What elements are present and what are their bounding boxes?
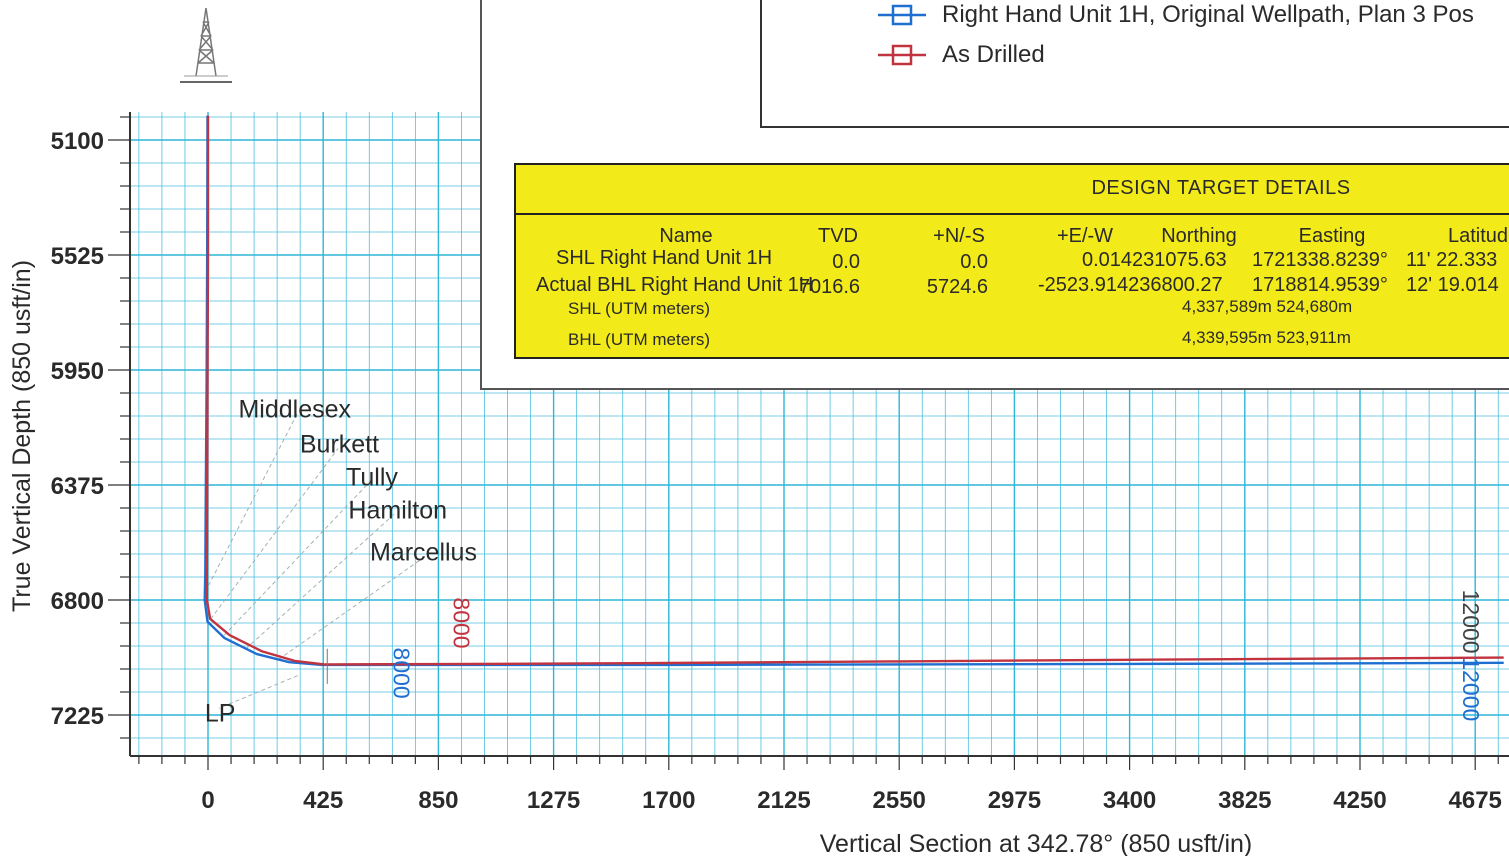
series-line-as-drilled bbox=[205, 115, 1504, 666]
x-tick-label: 2125 bbox=[757, 787, 810, 814]
x-tick-label: 1700 bbox=[642, 787, 695, 814]
col-easting: Easting bbox=[1298, 225, 1366, 247]
row-shl-latitude: 11' 22.333 bbox=[1406, 249, 1498, 271]
formation-guide-line bbox=[204, 413, 298, 593]
col-tvd: TVD bbox=[818, 225, 858, 247]
x-axis-label: Vertical Section at 342.78° (850 usft/in… bbox=[820, 830, 1252, 856]
formation-label: Hamilton bbox=[348, 496, 447, 524]
y-tick-label: 5525 bbox=[51, 243, 104, 270]
y-tick-label: 6800 bbox=[51, 588, 104, 615]
y-tick-label: 7225 bbox=[51, 703, 104, 730]
targets-header: DESIGN TARGET DETAILS bbox=[516, 165, 1509, 215]
x-tick-label: 2975 bbox=[988, 787, 1041, 814]
md-marker-label: 12000 bbox=[1458, 657, 1484, 721]
x-tick-label: 1275 bbox=[527, 787, 580, 814]
row-bhl-name: Actual BHL Right Hand Unit 1H bbox=[536, 274, 814, 296]
formation-label: Marcellus bbox=[370, 538, 477, 566]
formation-guide-line bbox=[223, 480, 371, 636]
utm-shl-label: SHL (UTM meters) bbox=[568, 299, 710, 318]
row-bhl-latitude: 12' 19.014 bbox=[1406, 274, 1499, 296]
row-bhl-ew-northing: -2523.914236800.27 bbox=[1038, 274, 1223, 296]
y-axis-label: True Vertical Depth (850 usft/in) bbox=[8, 260, 36, 612]
utm-bhl-label: BHL (UTM meters) bbox=[568, 330, 710, 349]
x-tick-label: 2550 bbox=[873, 787, 926, 814]
formation-label: LP bbox=[205, 699, 236, 727]
row-shl-easting: 1721338.8239° bbox=[1252, 249, 1388, 271]
x-tick-label: 4675 bbox=[1449, 787, 1502, 814]
md-marker-label: 12000 bbox=[1458, 590, 1484, 654]
formation-guide-line bbox=[245, 513, 396, 650]
row-bhl-tvd: 7016.6 bbox=[798, 276, 860, 298]
formation-label: Burkett bbox=[300, 431, 379, 459]
row-shl-ew-northing: 0.014231075.63 bbox=[1082, 249, 1227, 271]
legend-as-drilled-marker-icon bbox=[878, 44, 926, 66]
utm-bhl-value: 4,339,595m 523,911m bbox=[1182, 328, 1351, 347]
x-tick-labels: 0 425 850 1275 1700 2125 2550 2975 3400 3825 4250 4… bbox=[201, 787, 1502, 814]
formation-label: Middlesex bbox=[238, 395, 351, 423]
series-layer bbox=[203, 115, 1504, 684]
legend-item-as-drilled: As Drilled bbox=[878, 40, 1045, 70]
legend-label-plan: Right Hand Unit 1H, Original Wellpath, P… bbox=[942, 1, 1474, 28]
axes-frame bbox=[108, 112, 1509, 770]
y-tick-label: 5950 bbox=[51, 358, 104, 385]
series-line-plan bbox=[203, 115, 1504, 667]
utm-shl-value: 4,337,589m 524,680m bbox=[1182, 297, 1353, 316]
md-marker-label: 8000 bbox=[389, 648, 415, 699]
col-name: Name bbox=[659, 225, 713, 247]
col-latitude: Latitud bbox=[1448, 225, 1509, 247]
legend-plan-marker-icon bbox=[878, 4, 926, 26]
formation-labels: Middlesex Burkett Tully Hamilton Marcellus LP bbox=[205, 395, 477, 727]
targets-title: DESIGN TARGET DETAILS bbox=[1091, 177, 1351, 199]
legend-item-plan: Right Hand Unit 1H, Original Wellpath, P… bbox=[878, 0, 1474, 30]
formation-guide-lines bbox=[204, 413, 426, 709]
y-tick-labels: 5100 5525 5950 6375 6800 7225 bbox=[51, 128, 104, 730]
md-markers: 8000 8000 12000 12000 bbox=[389, 590, 1484, 722]
col-ew: +E/-W bbox=[1056, 225, 1114, 247]
design-target-details: DESIGN TARGET DETAILS Name TVD +N/-S +E/… bbox=[514, 163, 1509, 359]
formation-label: Tully bbox=[346, 463, 398, 491]
x-tick-label: 850 bbox=[418, 787, 458, 814]
row-bhl-easting: 1718814.9539° bbox=[1252, 274, 1388, 296]
legend-label-as-drilled: As Drilled bbox=[942, 41, 1045, 68]
row-bhl-ns: 5724.6 bbox=[926, 276, 988, 298]
col-northing: Northing bbox=[1161, 225, 1237, 247]
row-shl-tvd: 0.0 bbox=[832, 251, 860, 273]
x-tick-label: 3400 bbox=[1103, 787, 1156, 814]
col-ns: +N/-S bbox=[933, 225, 985, 247]
md-marker-label: 8000 bbox=[448, 597, 474, 648]
drilling-rig-icon bbox=[180, 7, 232, 83]
x-tick-label: 425 bbox=[303, 787, 343, 814]
x-tick-label: 4250 bbox=[1333, 787, 1386, 814]
row-shl-ns: 0.0 bbox=[960, 251, 988, 273]
y-tick-label: 6375 bbox=[51, 473, 104, 500]
x-tick-label: 0 bbox=[201, 787, 214, 814]
legend bbox=[760, 0, 1509, 128]
formation-guide-line bbox=[278, 556, 426, 660]
row-shl-name: SHL Right Hand Unit 1H bbox=[556, 247, 773, 269]
y-tick-label: 5100 bbox=[51, 128, 104, 155]
formation-guide-line bbox=[210, 448, 339, 620]
formation-guide-line bbox=[218, 675, 298, 709]
x-tick-label: 3825 bbox=[1218, 787, 1271, 814]
